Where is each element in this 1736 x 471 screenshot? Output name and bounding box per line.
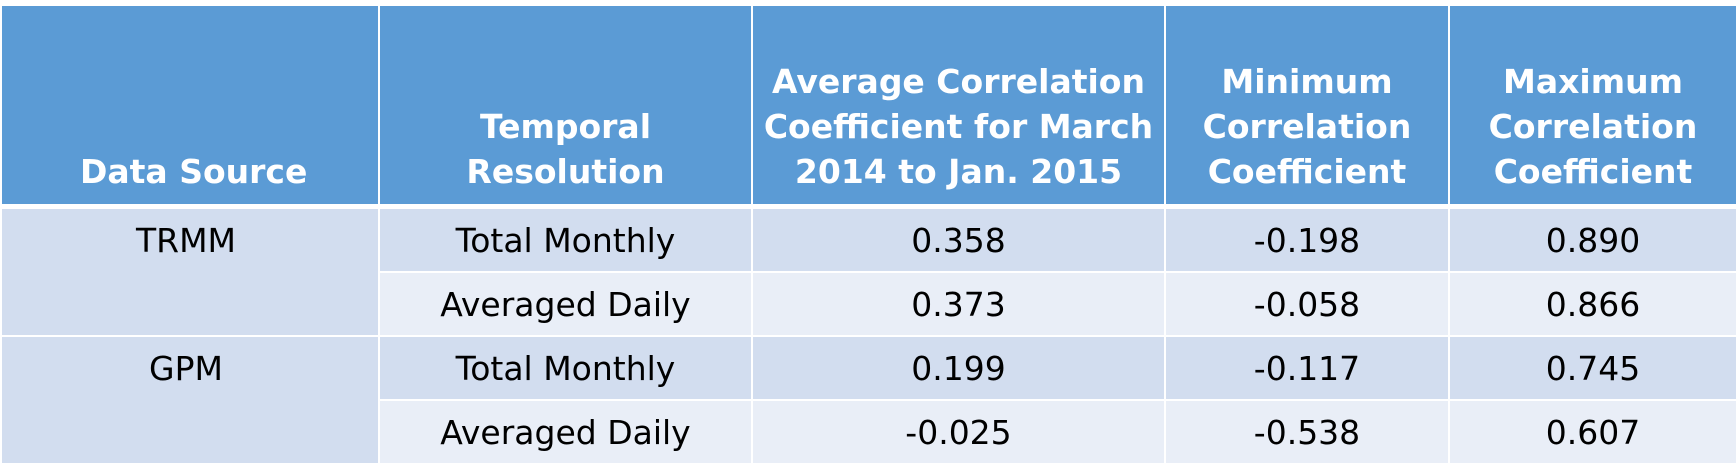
header-average-correlation: Average Correlation Coefficient for Marc…: [751, 4, 1166, 209]
data-source-cell: GPM: [0, 335, 380, 465]
data-source-cell: TRMM: [0, 205, 380, 337]
maximum-cell: 0.890: [1448, 205, 1736, 273]
data-source-label: GPM: [149, 349, 223, 388]
table-row: GPM Total Monthly 0.199 -0.117 0.745: [0, 335, 1736, 465]
table-row: Averaged Daily -0.025 -0.538 0.607: [1, 399, 1736, 465]
table-row: Averaged Daily 0.373 -0.058 0.866: [1, 271, 1736, 337]
data-source-label: TRMM: [135, 221, 237, 260]
header-minimum-correlation: Minimum Correlation Coefficient: [1164, 4, 1450, 209]
header-row: Data Source Temporal Resolution Average …: [0, 4, 1736, 209]
maximum-cell: 0.866: [1448, 271, 1736, 337]
header-maximum-correlation: Maximum Correlation Coefficient: [1448, 4, 1736, 209]
header-temporal-resolution: Temporal Resolution: [378, 4, 753, 209]
correlation-table-container: Data Source Temporal Resolution Average …: [0, 4, 1736, 465]
resolution-cell: Averaged Daily: [378, 271, 753, 337]
resolution-cell: Averaged Daily: [378, 399, 753, 465]
correlation-table: Data Source Temporal Resolution Average …: [0, 4, 1736, 465]
average-cell: 0.358: [751, 205, 1166, 273]
resolution-cell: Total Monthly: [378, 335, 753, 401]
minimum-cell: -0.058: [1164, 271, 1450, 337]
average-cell: -0.025: [751, 399, 1166, 465]
average-cell: 0.199: [751, 335, 1166, 401]
minimum-cell: -0.198: [1164, 205, 1450, 273]
table-row: TRMM Total Monthly 0.358 -0.198 0.890: [0, 205, 1736, 337]
average-cell: 0.373: [751, 271, 1166, 337]
minimum-cell: -0.117: [1164, 335, 1450, 401]
maximum-cell: 0.745: [1448, 335, 1736, 401]
resolution-cell: Total Monthly: [378, 205, 753, 273]
minimum-cell: -0.538: [1164, 399, 1450, 465]
header-data-source: Data Source: [0, 4, 380, 209]
maximum-cell: 0.607: [1448, 399, 1736, 465]
